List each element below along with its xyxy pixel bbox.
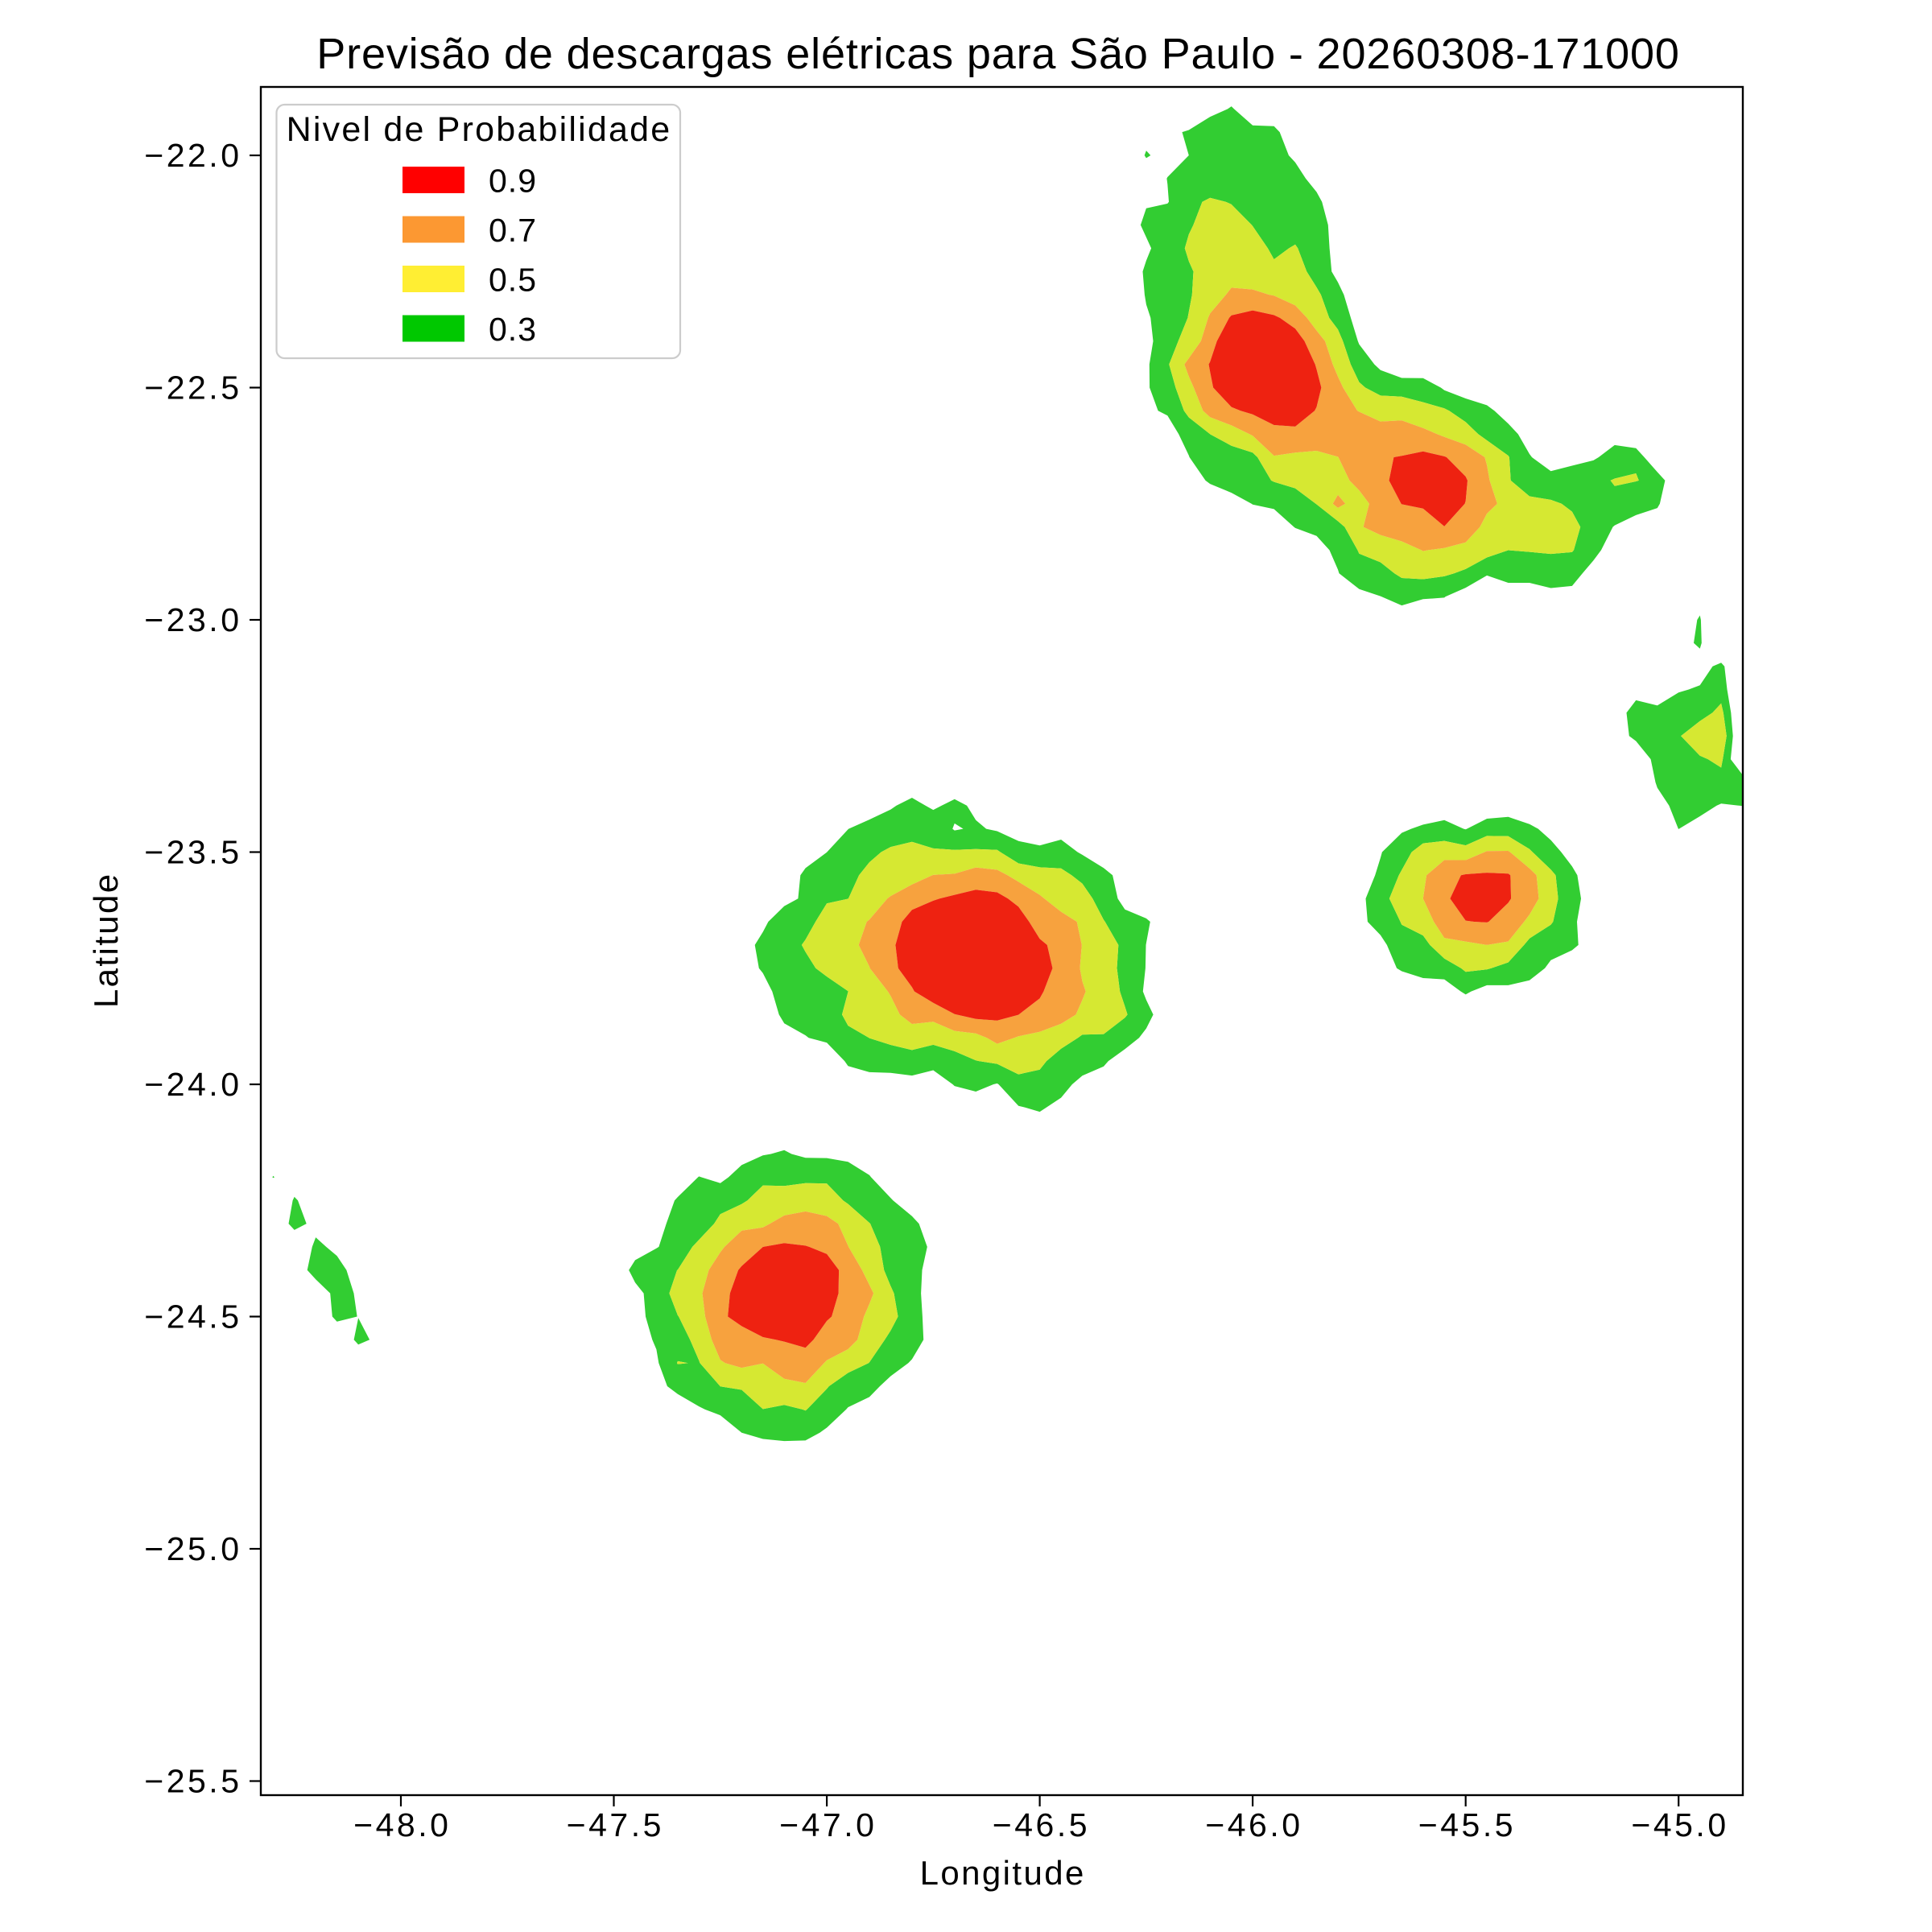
svg-text:0.9: 0.9 xyxy=(489,163,537,200)
svg-text:−22.0: −22.0 xyxy=(144,137,242,174)
svg-text:−25.0: −25.0 xyxy=(144,1530,242,1567)
svg-text:−46.5: −46.5 xyxy=(993,1806,1090,1843)
svg-text:0.3: 0.3 xyxy=(489,311,537,348)
svg-text:Longitude: Longitude xyxy=(920,1854,1086,1892)
svg-text:−24.5: −24.5 xyxy=(144,1298,242,1335)
svg-text:−45.5: −45.5 xyxy=(1418,1806,1516,1843)
svg-text:−23.5: −23.5 xyxy=(144,834,242,871)
svg-text:−22.5: −22.5 xyxy=(144,369,242,407)
svg-text:−47.0: −47.0 xyxy=(779,1806,877,1843)
svg-text:−24.0: −24.0 xyxy=(144,1066,242,1103)
svg-text:−46.0: −46.0 xyxy=(1205,1806,1302,1843)
svg-text:Latitude: Latitude xyxy=(87,872,125,1008)
svg-text:−45.0: −45.0 xyxy=(1631,1806,1728,1843)
svg-text:−48.0: −48.0 xyxy=(353,1806,451,1843)
svg-text:Previsão de descargas elétrica: Previsão de descargas elétricas para São… xyxy=(316,30,1680,78)
svg-text:0.7: 0.7 xyxy=(489,212,537,249)
svg-text:−23.0: −23.0 xyxy=(144,601,242,638)
svg-text:−47.5: −47.5 xyxy=(567,1806,664,1843)
svg-text:0.5: 0.5 xyxy=(489,262,537,299)
svg-text:−25.5: −25.5 xyxy=(144,1763,242,1800)
svg-text:Nivel de Probabilidade: Nivel de Probabilidade xyxy=(287,110,672,149)
